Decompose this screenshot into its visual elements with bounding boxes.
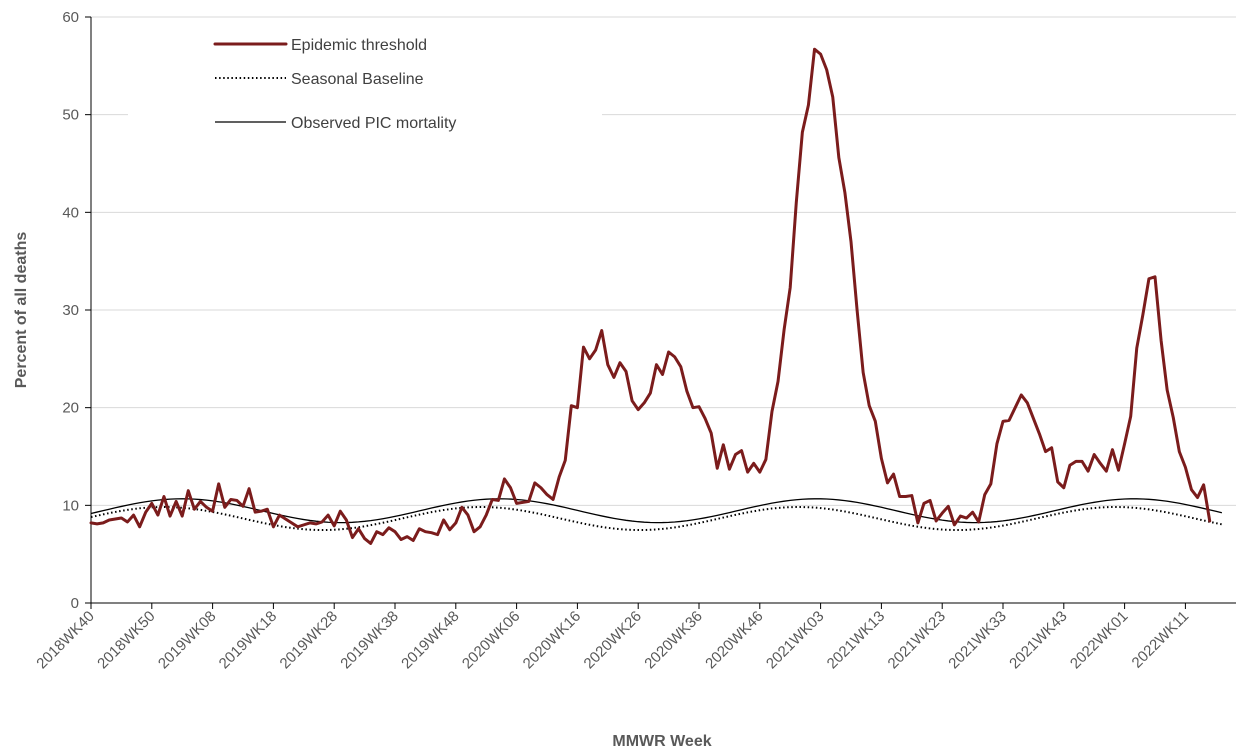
y-tick-label-0: 0: [71, 595, 79, 612]
x-tick-label-6: 2019WK48: [398, 608, 463, 673]
x-tick-label-0: 2018WK40: [33, 608, 98, 673]
x-tick-label-15: 2021WK33: [945, 608, 1010, 673]
x-tick-label-1: 2018WK50: [94, 608, 159, 673]
y-tick-label-4: 40: [62, 204, 79, 221]
x-tick-label-13: 2021WK13: [824, 608, 889, 673]
y-axis-title: Percent of all deaths: [13, 232, 30, 389]
x-tick-label-9: 2020WK26: [581, 608, 646, 673]
legend-background: [128, 24, 602, 142]
x-tick-label-2: 2019WK08: [155, 608, 220, 673]
x-tick-label-11: 2020WK46: [702, 608, 767, 673]
x-axis-title: MMWR Week: [612, 733, 711, 750]
x-tick-label-14: 2021WK23: [885, 608, 950, 673]
x-tick-label-4: 2019WK28: [277, 608, 342, 673]
y-axis-ticks: 0 10 20 30 40 50 60: [62, 9, 91, 612]
y-tick-label-5: 50: [62, 107, 79, 124]
y-tick-label-3: 30: [62, 302, 79, 319]
x-tick-label-12: 2021WK03: [763, 608, 828, 673]
x-tick-label-18: 2022WK11: [1129, 608, 1193, 672]
x-tick-label-3: 2019WK18: [216, 608, 281, 673]
x-tick-label-8: 2020WK16: [520, 608, 585, 673]
x-tick-label-7: 2020WK06: [459, 608, 524, 673]
legend: Epidemic threshold Seasonal Baseline Obser…: [213, 37, 456, 132]
x-tick-label-17: 2022WK01: [1067, 608, 1132, 673]
y-tick-label-6: 60: [62, 9, 79, 26]
y-tick-label-1: 10: [62, 497, 79, 514]
legend-label-observed-pic-mortality: Observed PIC mortality: [291, 115, 456, 132]
series-line-epidemic-threshold: [89, 47, 1212, 545]
x-tick-label-5: 2019WK38: [337, 608, 402, 673]
x-tick-label-16: 2021WK43: [1006, 608, 1071, 673]
x-axis-ticks: 2018WK402018WK502019WK082019WK182019WK28…: [33, 603, 1192, 672]
y-tick-label-2: 20: [62, 400, 79, 417]
series-layer: [89, 47, 1223, 545]
legend-label-epidemic-threshold: Epidemic threshold: [291, 37, 427, 54]
legend-label-seasonal-baseline: Seasonal Baseline: [291, 71, 424, 88]
x-tick-label-10: 2020WK36: [641, 608, 706, 673]
